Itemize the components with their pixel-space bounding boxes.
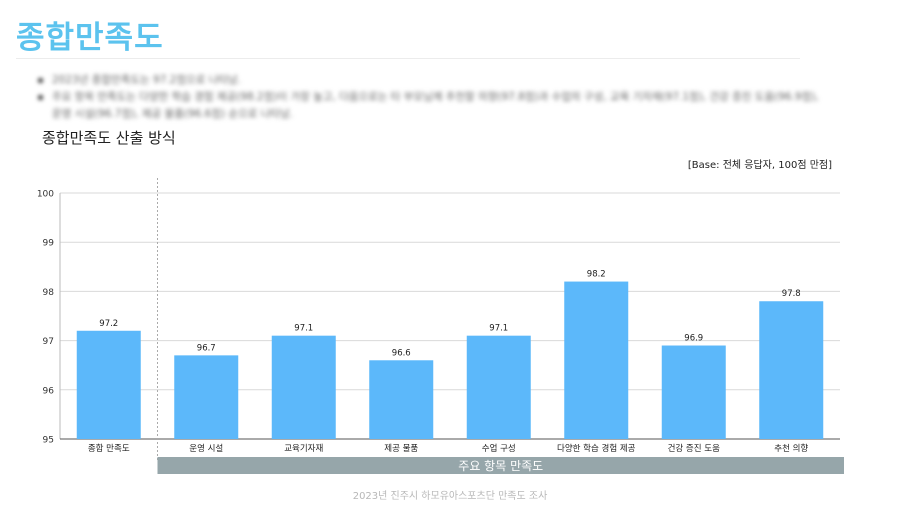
y-tick-label: 97 <box>43 337 54 347</box>
x-category-label: 추천 의향 <box>774 443 808 454</box>
bar <box>564 281 629 439</box>
group-band <box>157 457 844 474</box>
y-tick-label: 99 <box>43 239 55 249</box>
bar-value-label: 96.9 <box>684 334 703 344</box>
summary-bullets: 2023년 종합만족도는 97.2점으로 나타남. 주요 항목 만족도는 다양한… <box>38 72 828 123</box>
bar <box>369 360 434 439</box>
chart-section-title: 종합만족도 산출 방식 <box>42 129 176 147</box>
x-category-label: 운영 시설 <box>189 443 223 454</box>
bar <box>466 335 531 439</box>
x-category-label: 교육기자재 <box>284 444 323 454</box>
x-category-label: 종합 만족도 <box>88 444 130 454</box>
bar <box>759 301 824 439</box>
y-tick-label: 95 <box>43 436 54 446</box>
footer-source: 2023년 진주시 하모유아스포츠단 만족도 조사 <box>352 491 548 502</box>
bar <box>271 335 336 439</box>
y-tick-label: 96 <box>43 386 55 396</box>
summary-bullet-1: 2023년 종합만족도는 97.2점으로 나타남. <box>38 72 828 89</box>
bar <box>76 330 141 439</box>
bar <box>661 345 726 439</box>
bar-value-label: 98.2 <box>587 270 606 280</box>
title-divider <box>16 58 800 59</box>
y-tick-label: 98 <box>43 288 55 298</box>
group-band-label: 주요 항목 만족도 <box>458 459 543 473</box>
bar-value-label: 97.1 <box>294 324 313 334</box>
x-category-label: 수업 구성 <box>482 444 516 454</box>
page-title: 종합만족도 <box>16 20 164 56</box>
bar-value-label: 97.1 <box>489 324 508 334</box>
y-tick-label: 100 <box>37 190 54 200</box>
bar <box>174 355 239 439</box>
x-category-label: 제공 물품 <box>384 444 418 454</box>
bar-value-label: 97.2 <box>99 319 118 329</box>
x-category-label: 다양한 학습 경험 제공 <box>557 443 636 454</box>
summary-bullet-2: 주요 항목 만족도는 다양한 학습 경험 제공(98.2점)이 가장 높고, 다… <box>38 89 828 123</box>
bar-value-label: 96.7 <box>197 343 216 353</box>
bar-value-label: 96.6 <box>392 348 411 358</box>
x-category-label: 건강 증진 도움 <box>668 443 721 454</box>
bar-value-label: 97.8 <box>782 289 801 299</box>
base-note: [Base: 전체 응답자, 100점 만점] <box>687 160 832 171</box>
